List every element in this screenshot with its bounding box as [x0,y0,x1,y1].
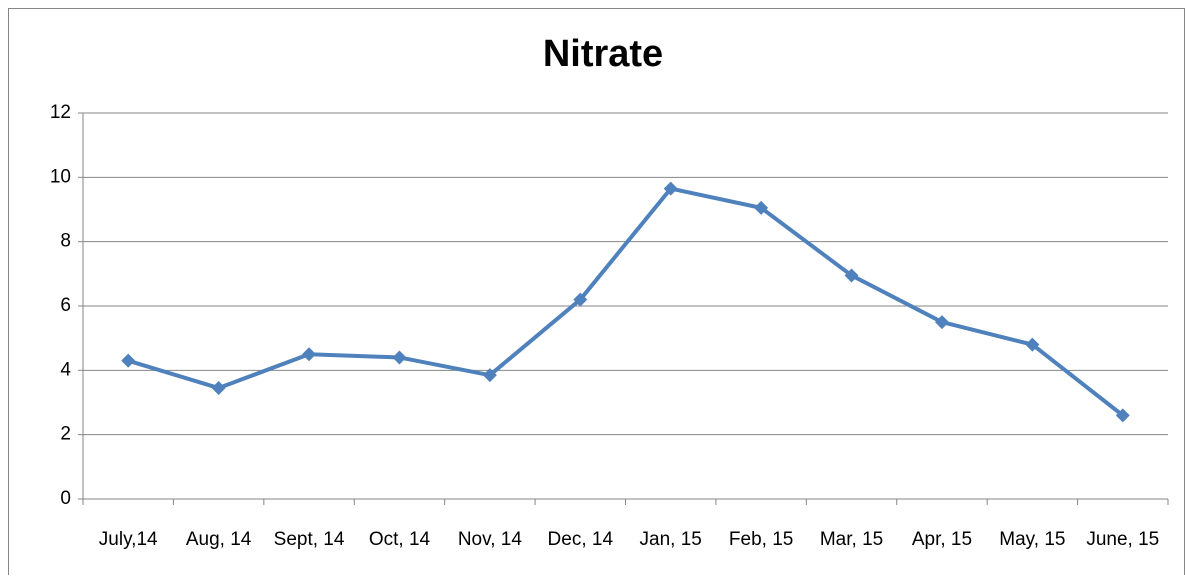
y-tick-label: 4 [60,359,71,380]
data-point [573,292,588,307]
data-point [482,368,497,383]
data-point [1115,408,1130,423]
x-tick-label: Nov, 14 [458,529,523,550]
chart-title: Nitrate [543,33,663,75]
x-tick-label: Oct, 14 [369,529,431,550]
data-point [302,347,317,362]
y-tick-label: 8 [60,231,71,252]
data-point [121,353,136,368]
y-tick-label: 6 [60,295,71,316]
x-tick-label: May, 15 [999,529,1065,550]
data-point [211,381,226,396]
data-point [1025,337,1040,352]
x-tick-label: Apr, 15 [912,529,972,550]
x-tick-label: July,14 [99,529,158,550]
data-point [392,350,407,365]
x-tick-label: Aug, 14 [186,529,252,550]
x-tick-label: Dec, 14 [548,529,614,550]
chart-border [8,8,1185,580]
y-tick-label: 2 [60,424,71,445]
x-tick-label: Jan, 15 [640,529,702,550]
y-tick-label: 0 [60,488,71,509]
y-tick-label: 12 [50,102,71,123]
y-tick-label: 10 [50,166,71,187]
x-tick-label: Sept, 14 [274,529,345,550]
x-tick-label: Feb, 15 [729,529,793,550]
x-tick-label: Mar, 15 [820,529,883,550]
data-point [934,315,949,330]
x-tick-label: June, 15 [1086,529,1159,550]
data-point [754,200,769,215]
data-point [663,181,678,196]
data-point [844,268,859,283]
series-line [127,186,1125,417]
